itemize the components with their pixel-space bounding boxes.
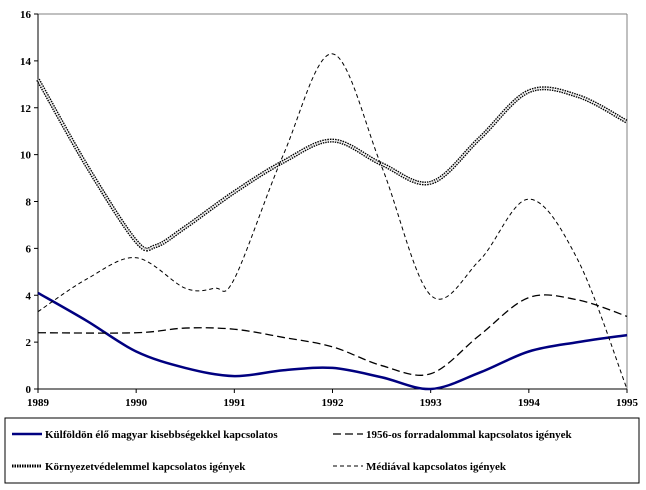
series-line-kornyezetvedelem [36,78,628,252]
legend-label: Környezetvédelemmel kapcsolatos igények [45,461,246,473]
x-tick-label: 1993 [420,397,443,409]
series-line-kisebbsegek [37,291,628,391]
y-tick-label: 16 [20,9,32,21]
legend-box [4,417,640,484]
legend-label: Médiával kapcsolatos igények [366,461,507,473]
legend-label: Külföldön élő magyar kisebbségekkel kapc… [45,429,278,441]
y-tick-label: 4 [26,290,32,302]
x-tick-label: 1991 [223,397,245,409]
y-tick-label: 8 [26,197,32,209]
y-tick-label: 6 [26,243,32,255]
y-tick-label: 12 [20,103,32,115]
x-tick-label: 1995 [616,397,639,409]
y-tick-label: 14 [20,56,32,68]
series-line-1956 [37,294,628,376]
legend-label: 1956-os forradalommal kapcsolatos igénye… [366,429,573,441]
series-line-kornyezetvedelem-highlight [37,79,628,251]
x-tick-label: 1990 [125,397,148,409]
series-line-media [37,53,628,390]
axes: 0 2 4 6 8 10 12 14 16 1989 1990 1991 1992 1993 1994 199… [20,9,639,409]
y-tick-label: 0 [26,384,32,396]
x-tick-label: 1992 [322,397,345,409]
y-tick-label: 2 [26,337,32,349]
series-lines [36,53,628,391]
y-tick-label: 10 [20,150,32,162]
legend: Külföldön élő magyar kisebbségekkel kapc… [12,429,573,473]
x-tick-label: 1989 [27,397,50,409]
x-tick-label: 1994 [518,397,541,409]
